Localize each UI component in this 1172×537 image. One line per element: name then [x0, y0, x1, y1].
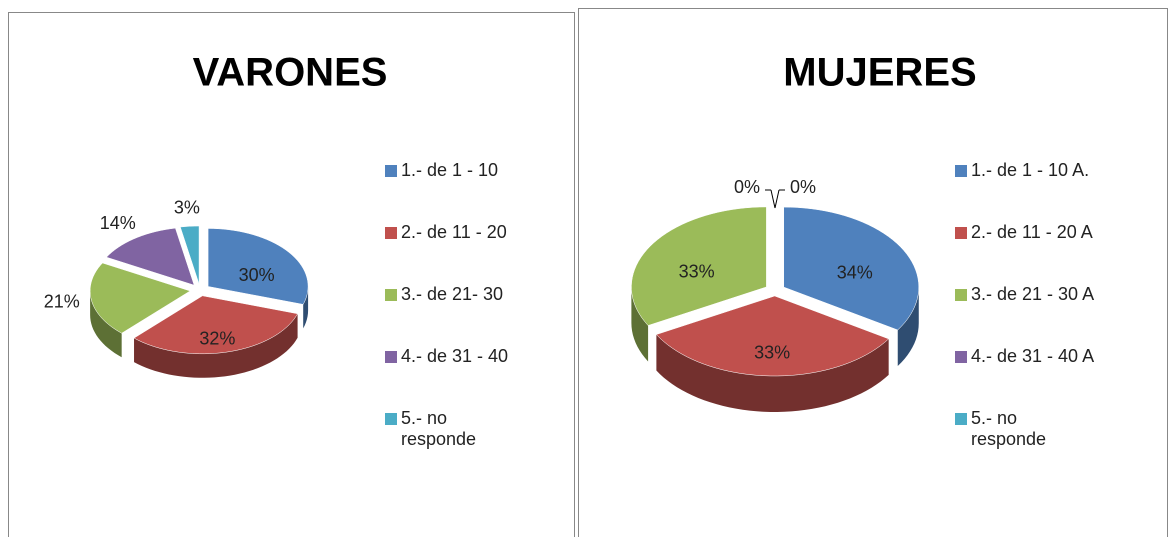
legend-label: 3.- de 21- 30 — [401, 284, 504, 304]
legend-entry: 1.- de 1 - 10 A. — [955, 160, 1089, 181]
legend-entry: 4.- de 31 - 40 A — [955, 346, 1094, 367]
legend-swatch — [955, 289, 967, 301]
slice — [89, 262, 191, 334]
slice — [207, 228, 309, 305]
legend-label: 1.- de 1 - 10 — [401, 160, 499, 180]
legend-label: 3.- de 21 - 30 A — [971, 284, 1095, 304]
slice-side — [303, 286, 309, 329]
data-label: 34% — [837, 263, 873, 283]
slice — [631, 206, 767, 326]
legend-label: 4.- de 31 - 40 A — [971, 346, 1095, 366]
chart-title: VARONES — [193, 51, 388, 95]
panel-border — [8, 12, 575, 537]
data-label: 3% — [174, 198, 200, 218]
slice — [133, 295, 298, 355]
panel-border — [578, 8, 1168, 537]
slice-side — [134, 313, 298, 378]
legend-label: 2.- de 11 - 20 A — [971, 222, 1093, 242]
legend-label: 4.- de 31 - 40 — [401, 346, 509, 366]
slice-side — [897, 287, 919, 366]
legend-swatch — [385, 289, 397, 301]
legend-entry: 2.- de 11 - 20 A — [955, 222, 1093, 243]
data-label: 33% — [754, 343, 790, 363]
legend-swatch — [385, 165, 397, 177]
slice-side — [631, 286, 649, 362]
data-label: 0% — [734, 177, 760, 197]
data-label: 30% — [239, 265, 275, 285]
legend-entry: 3.- de 21- 30 — [385, 284, 503, 305]
data-label: 21% — [44, 291, 80, 311]
legend-label: 2.- de 11 - 20 — [401, 222, 507, 242]
legend-swatch — [385, 351, 397, 363]
legend-swatch — [955, 165, 967, 177]
data-label: 32% — [199, 328, 235, 348]
legend-entry: 5.- no responde — [385, 408, 485, 450]
legend-entry: 2.- de 11 - 20 — [385, 222, 507, 243]
chart-title: MUJERES — [783, 51, 976, 95]
legend-entry: 3.- de 21 - 30 A — [955, 284, 1094, 305]
legend-label: 1.- de 1 - 10 A. — [971, 160, 1090, 180]
slice — [179, 225, 200, 285]
slice — [106, 227, 195, 286]
data-label: 14% — [100, 213, 136, 233]
leader-line — [770, 189, 776, 209]
legend-swatch — [385, 413, 397, 425]
data-label: 33% — [679, 261, 715, 281]
legend-swatch — [955, 413, 967, 425]
legend-swatch — [385, 227, 397, 239]
legend-swatch — [955, 227, 967, 239]
legend-swatch — [955, 351, 967, 363]
legend-label: 5.- no responde — [401, 408, 477, 449]
legend-entry: 1.- de 1 - 10 — [385, 160, 498, 181]
legend-entry: 4.- de 31 - 40 — [385, 346, 508, 367]
data-label: 0% — [790, 177, 816, 197]
slice-side — [90, 290, 122, 358]
legend-label: 5.- no responde — [971, 408, 1047, 449]
slice — [783, 206, 920, 331]
leader-line — [774, 189, 780, 209]
legend-entry: 5.- no responde — [955, 408, 1055, 450]
slice-side — [656, 334, 889, 412]
slice — [655, 295, 890, 377]
